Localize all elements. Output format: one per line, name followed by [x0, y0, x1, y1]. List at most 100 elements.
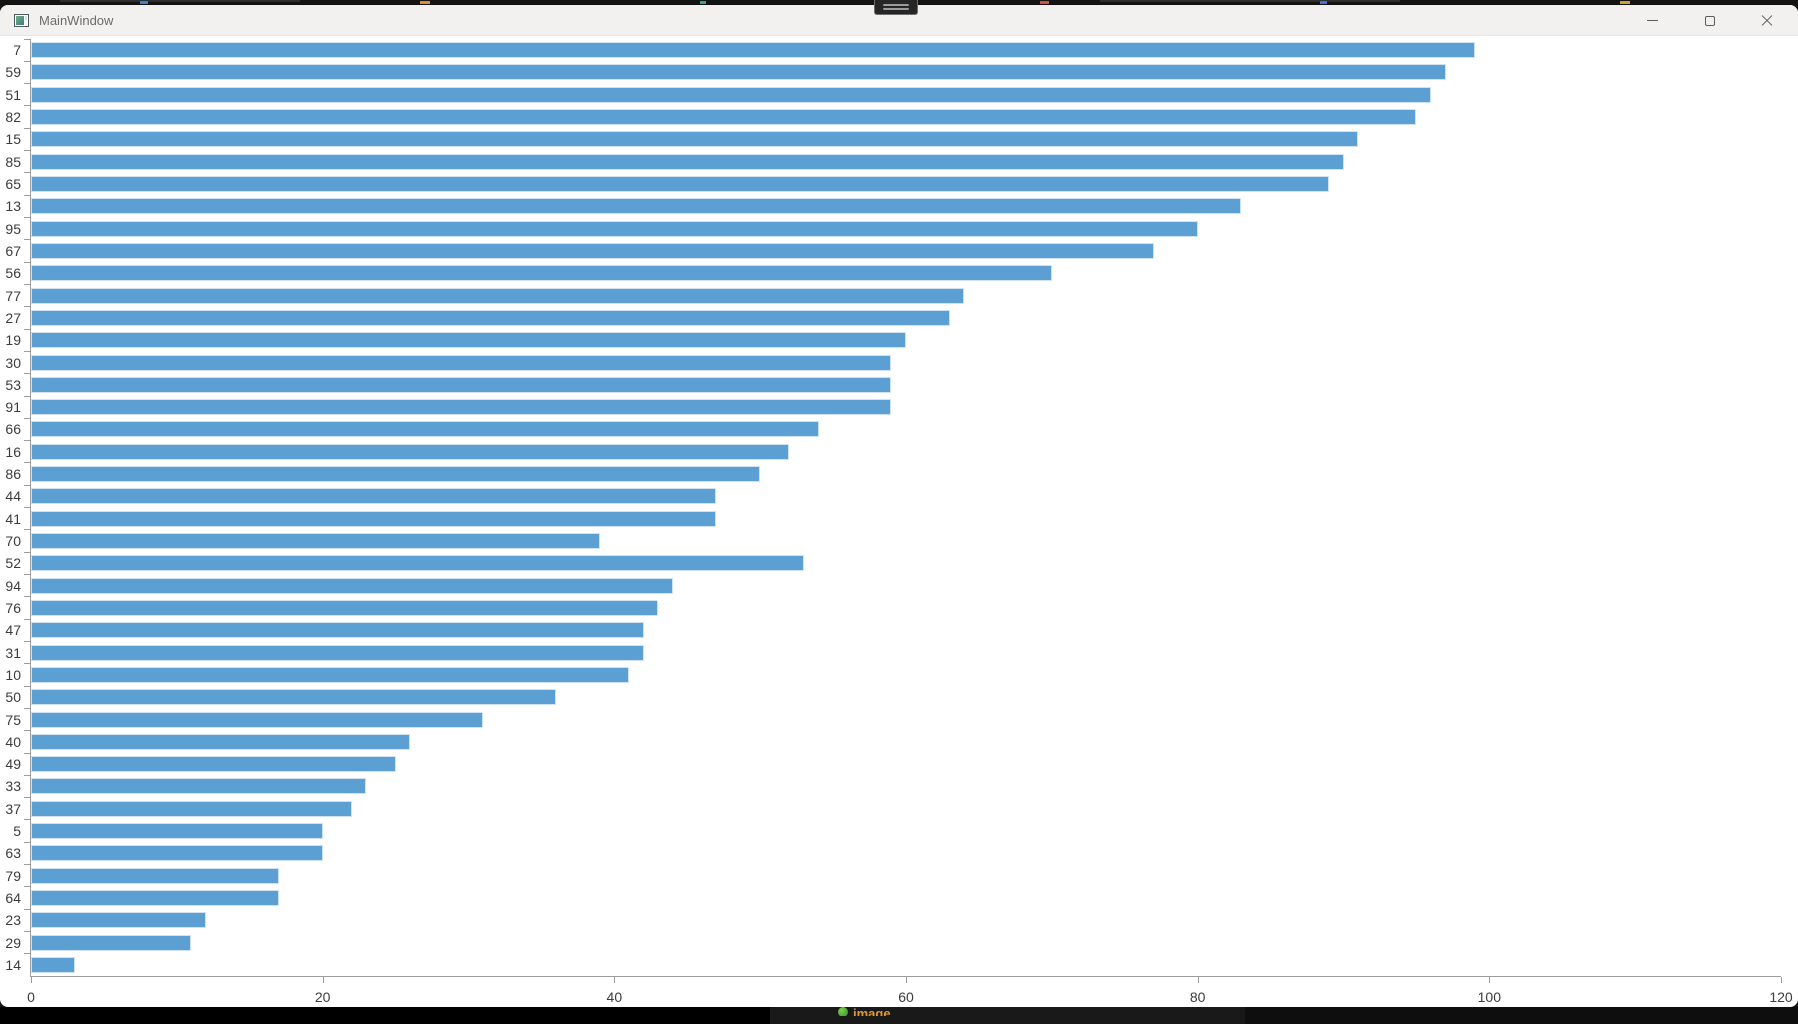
chart-row: 41 — [5, 507, 1781, 530]
bar — [31, 778, 367, 795]
x-axis-tick — [322, 977, 324, 983]
bar — [31, 756, 396, 773]
y-axis-label: 85 — [5, 153, 21, 170]
bar — [31, 242, 1154, 259]
chart-row: 59 — [5, 60, 1781, 83]
x-axis-tick — [906, 977, 907, 983]
chart-row: 76 — [5, 596, 1781, 619]
bar — [31, 823, 323, 840]
bar — [31, 287, 965, 304]
y-axis-label: 52 — [5, 555, 21, 572]
bar — [31, 533, 600, 550]
maximize-button[interactable] — [1681, 5, 1738, 36]
bar — [31, 198, 1242, 215]
x-axis-tick-label: 60 — [898, 989, 914, 1005]
y-axis-label: 5 — [13, 823, 21, 840]
y-axis-label: 47 — [5, 622, 21, 639]
app-icon — [14, 13, 29, 27]
x-axis-tick — [614, 977, 616, 983]
y-axis-label: 70 — [5, 533, 21, 550]
bar — [31, 332, 906, 349]
chart-row: 7 — [13, 38, 1781, 61]
window-title: MainWindow — [39, 12, 114, 28]
chart-row: 31 — [5, 640, 1781, 663]
y-axis-label: 91 — [5, 399, 21, 416]
background-taskbar-strip: image — [0, 1007, 1798, 1024]
bar — [31, 376, 892, 393]
y-axis-label: 40 — [5, 733, 21, 750]
y-axis-label: 94 — [5, 577, 21, 594]
y-axis-label: 86 — [5, 466, 21, 483]
chart-row: 40 — [5, 730, 1781, 753]
y-axis-label: 27 — [5, 309, 21, 326]
chart-row: 56 — [5, 261, 1781, 284]
chart-row: 33 — [5, 774, 1781, 797]
x-axis-tick-label: 40 — [606, 989, 623, 1005]
bar — [31, 399, 892, 416]
y-axis-label: 23 — [5, 912, 21, 929]
y-axis-label: 75 — [5, 711, 21, 728]
chart-row: 23 — [5, 908, 1781, 931]
chart-row: 82 — [5, 105, 1781, 128]
chart-row: 52 — [5, 551, 1781, 574]
bar — [31, 644, 644, 661]
chart-row: 44 — [5, 484, 1781, 507]
y-axis-label: 63 — [5, 845, 21, 862]
chart-row: 51 — [5, 83, 1781, 106]
y-axis-label: 67 — [5, 242, 21, 259]
y-axis-label: 37 — [5, 800, 21, 817]
chart-row: 10 — [5, 663, 1781, 686]
chart-row: 75 — [5, 707, 1781, 730]
bar — [31, 867, 279, 884]
y-axis-label: 44 — [5, 488, 21, 505]
y-axis-label: 59 — [5, 64, 21, 81]
y-axis-label: 82 — [5, 109, 21, 126]
chart-row: 16 — [5, 440, 1781, 463]
screen-grab-handle[interactable] — [874, 0, 918, 15]
chart-row: 91 — [5, 395, 1781, 418]
chart-row: 67 — [5, 239, 1781, 262]
bar — [31, 845, 323, 862]
y-axis-label: 66 — [5, 421, 21, 438]
minimize-button[interactable] — [1624, 5, 1681, 36]
bar — [31, 176, 1329, 193]
bar — [31, 131, 1359, 148]
app-icon-pane — [16, 15, 24, 25]
y-axis-label: 65 — [5, 176, 21, 193]
chart-row: 50 — [5, 685, 1781, 708]
x-axis-tick-label: 120 — [1769, 989, 1793, 1005]
chart-row: 70 — [5, 529, 1781, 552]
bar — [31, 666, 629, 683]
y-axis-label: 51 — [5, 86, 21, 103]
y-axis-label: 15 — [5, 131, 21, 148]
y-axis-label: 10 — [5, 666, 21, 683]
bar — [31, 354, 892, 371]
chart-row: 49 — [5, 752, 1781, 775]
chart-row: 5 — [13, 819, 1781, 842]
y-axis-label: 33 — [5, 778, 21, 795]
chart-row: 27 — [5, 306, 1781, 329]
chart-row: 94 — [5, 573, 1781, 597]
bar — [31, 912, 206, 929]
bar — [31, 890, 279, 907]
y-axis-label: 95 — [5, 220, 21, 237]
app-icon-bar — [25, 15, 27, 20]
taskbar-app-icon — [838, 1007, 848, 1016]
chart-row: 65 — [5, 172, 1781, 195]
bar — [31, 577, 673, 594]
bar — [31, 466, 761, 483]
chart-row: 29 — [5, 930, 1781, 954]
chart-row: 95 — [5, 216, 1781, 240]
y-axis-label: 79 — [5, 867, 21, 884]
chart-row: 13 — [5, 194, 1781, 217]
minimize-icon — [1647, 20, 1658, 21]
x-axis-tick — [31, 977, 32, 983]
bar — [31, 421, 819, 438]
chart-row: 14 — [5, 953, 1781, 976]
close-button[interactable] — [1738, 5, 1795, 36]
y-axis-label: 14 — [5, 956, 21, 973]
bar — [31, 153, 1344, 170]
x-axis-tick-label: 80 — [1189, 989, 1206, 1005]
maximize-icon — [1704, 15, 1715, 26]
